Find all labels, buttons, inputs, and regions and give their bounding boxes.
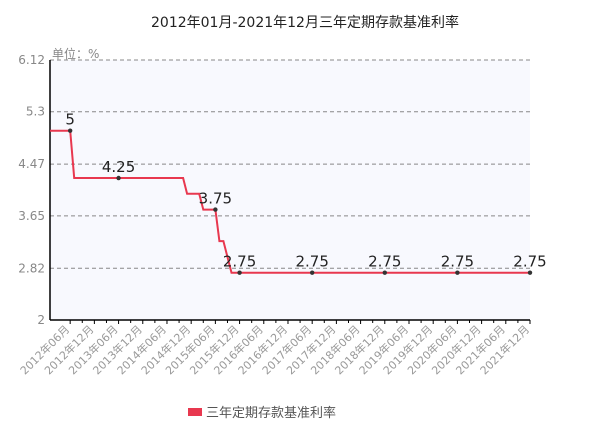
data-point	[309, 270, 315, 275]
data-point	[455, 270, 460, 275]
unit-label: 单位：%	[52, 46, 99, 61]
legend-label: 三年定期存款基准利率	[206, 406, 337, 421]
data-point	[527, 270, 533, 275]
data-point	[116, 175, 121, 181]
y-tick-label: 4.47	[18, 157, 45, 171]
chart-title: 2012年01月-2021年12月三年定期存款基准利率	[151, 15, 459, 31]
y-tick-label: 5.3	[26, 105, 45, 119]
y-tick-label: 6.12	[18, 53, 45, 67]
y-tick-label: 2	[37, 313, 45, 327]
data-label: 2.75	[441, 253, 474, 271]
data-label: 3.75	[199, 190, 232, 208]
data-point	[237, 270, 242, 275]
y-tick-label: 2.82	[18, 261, 45, 275]
data-label: 5	[65, 111, 75, 129]
data-label: 2.75	[513, 253, 546, 271]
plot-area	[50, 60, 530, 320]
data-label: 2.75	[368, 253, 401, 271]
legend[interactable]: 三年定期存款基准利率	[188, 402, 336, 421]
legend-swatch	[188, 407, 202, 416]
data-point	[67, 128, 73, 133]
data-point	[213, 207, 218, 212]
series-line	[50, 129, 530, 274]
data-label: 4.25	[102, 158, 135, 176]
data-point	[382, 270, 387, 275]
y-tick-label: 3.65	[18, 209, 45, 223]
data-label: 2.75	[223, 253, 256, 271]
data-label: 2.75	[295, 253, 328, 271]
